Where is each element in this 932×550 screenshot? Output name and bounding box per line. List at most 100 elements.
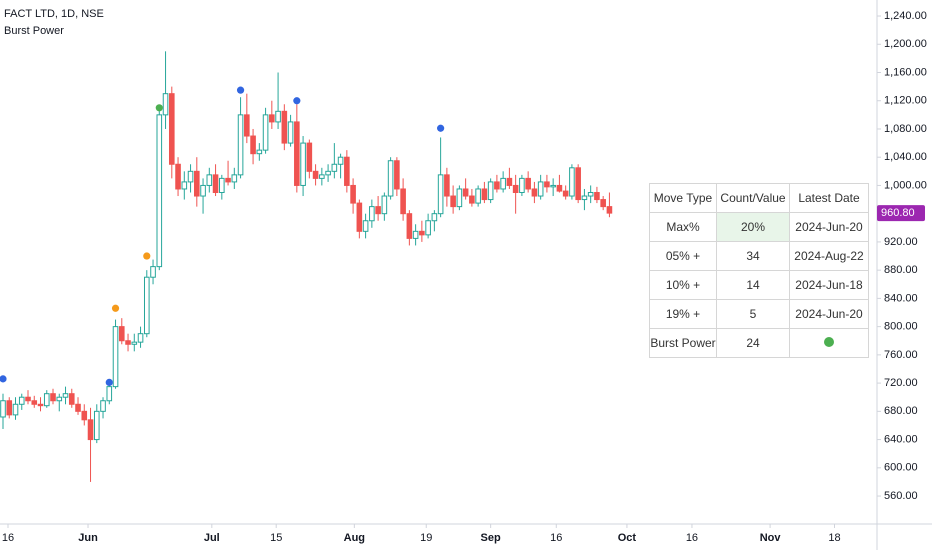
candle — [75, 397, 81, 415]
candle — [275, 72, 281, 129]
candle — [68, 388, 75, 408]
y-tick-label: 760.00 — [884, 349, 918, 361]
y-tick-label: 1,200.00 — [884, 38, 927, 50]
candle-body — [175, 163, 181, 190]
x-tick-label: Nov — [760, 532, 782, 544]
table-cell: Latest Date — [789, 183, 869, 213]
candle — [237, 97, 244, 179]
y-tick-label: 1,120.00 — [884, 95, 927, 107]
candle-body — [244, 114, 250, 137]
candle — [444, 167, 450, 207]
y-tick-label: 560.00 — [884, 490, 918, 502]
candle-body — [37, 403, 44, 407]
candle-body — [81, 410, 88, 421]
candle-body — [68, 393, 75, 405]
candle-body — [162, 93, 169, 116]
candle — [587, 185, 594, 204]
last-price-box — [877, 205, 925, 222]
y-tick-label: 640.00 — [884, 433, 918, 445]
candle-body — [75, 403, 81, 412]
table-cell: Move Type — [649, 183, 717, 213]
candle — [0, 393, 6, 429]
candle — [519, 174, 525, 197]
candle — [400, 178, 406, 221]
indicator-name: Burst Power — [4, 25, 64, 37]
candle — [419, 220, 425, 242]
candle-body — [225, 177, 231, 183]
candle-body — [444, 174, 450, 197]
candle — [269, 100, 275, 129]
signal-dot — [105, 378, 113, 386]
candle-body — [231, 174, 238, 183]
y-tick-label: 680.00 — [884, 405, 918, 417]
candle-body — [362, 220, 369, 232]
candle — [531, 181, 538, 204]
signal-dot — [0, 375, 7, 383]
signal-dot — [236, 86, 245, 94]
candle — [369, 199, 375, 228]
candle — [262, 107, 269, 154]
candle — [375, 196, 381, 221]
candle — [387, 157, 394, 200]
candle-body — [425, 220, 431, 236]
candle — [194, 157, 200, 207]
candle-body — [250, 135, 256, 155]
candle — [356, 199, 363, 239]
candle — [112, 319, 119, 389]
candle — [594, 186, 600, 204]
candle — [381, 192, 388, 221]
candle-body — [506, 177, 513, 186]
candle — [18, 393, 25, 410]
candle — [287, 114, 294, 147]
signal-dot — [111, 304, 120, 312]
candle-body — [462, 188, 469, 197]
candle — [362, 213, 369, 239]
candle-body — [100, 400, 106, 412]
candle — [212, 164, 219, 197]
candle — [25, 390, 31, 405]
table-cell: 2024-Jun-20 — [789, 299, 869, 329]
candle-body — [106, 386, 113, 402]
y-tick-label: 1,160.00 — [884, 66, 927, 78]
chart-title: FACT LTD, 1D, NSE — [4, 8, 104, 20]
candle — [494, 174, 500, 193]
table-row: 19% +5 2024-Jun-20 — [649, 299, 869, 329]
candle-body — [562, 190, 569, 197]
x-tick-label: Oct — [618, 532, 637, 544]
table-cell: 19% + — [649, 299, 717, 329]
candle-body — [168, 93, 175, 165]
table-row: 10% +14 2024-Jun-18 — [649, 270, 869, 300]
candle — [256, 143, 263, 161]
candle-body — [531, 188, 538, 197]
signal-dot — [293, 97, 301, 105]
candle-body — [481, 188, 488, 201]
candle — [331, 143, 338, 179]
candle-body — [281, 110, 288, 144]
candle — [162, 51, 169, 129]
candle-body — [206, 174, 213, 186]
candle-body — [544, 181, 550, 188]
candle — [281, 104, 288, 151]
candle-body — [156, 114, 163, 268]
signal-dot — [143, 252, 151, 260]
stats-table: Move Type Count/Value Latest Date Max% 20% 20… — [649, 183, 869, 358]
candle-body — [494, 181, 500, 190]
candle-body — [437, 174, 444, 215]
candle — [12, 397, 19, 420]
candle-body — [275, 110, 281, 123]
candle-body — [262, 114, 269, 151]
candle — [537, 174, 544, 200]
candle-body — [525, 177, 531, 190]
candle — [412, 224, 419, 246]
candle-body — [0, 400, 6, 418]
candle-body — [350, 184, 356, 204]
candle — [143, 270, 150, 338]
candle-body — [50, 393, 56, 402]
candle-body — [325, 170, 331, 176]
x-tick-label: 15 — [270, 532, 282, 544]
candle — [425, 213, 431, 239]
candle — [294, 104, 300, 193]
candle — [569, 164, 575, 200]
candle-body — [569, 167, 575, 197]
candle-body — [112, 326, 119, 388]
